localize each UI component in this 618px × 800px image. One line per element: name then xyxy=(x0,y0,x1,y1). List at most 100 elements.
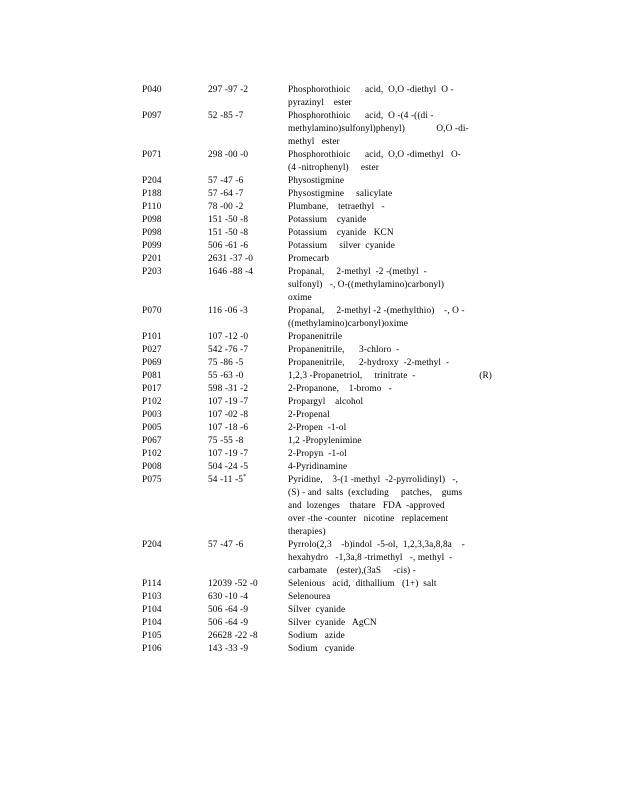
table-row: P040 297 -97 -2 Phosphorothioic acid, O,O … xyxy=(142,84,492,110)
cas-number-value: 542 -76 -7 xyxy=(208,345,249,355)
chemical-name-line: Propanenitrile, 2-hydroxy -2-methyl - xyxy=(288,358,450,368)
table-row: P008 504 -24 -5 4-Pyridinamine xyxy=(142,461,492,474)
waste-code-cell: P105 xyxy=(142,631,162,641)
waste-code-cell: P081 xyxy=(142,371,162,381)
chemical-name-line: ((methylamino)carbonyl)oxime xyxy=(288,319,409,329)
chemical-name-cell: 2-Propenal xyxy=(288,409,492,422)
waste-code-cell: P203 xyxy=(142,267,162,277)
waste-code-cell: P008 xyxy=(142,462,162,472)
table-row: P017 598 -31 -2 2-Propanone, 1-bromo - xyxy=(142,383,492,396)
table-row: P204 57 -47 -6 Pyrrolo(2,3 -b)indol -5-ol,… xyxy=(142,539,492,578)
cas-number-value: 151 -50 -8 xyxy=(208,215,249,225)
table-row: P098 151 -50 -8 Potassium cyanide KCN xyxy=(142,227,492,240)
chemical-name-line: Phosphorothioic acid, O,O -dimethyl O- xyxy=(288,150,461,160)
table-row: P110 78 -00 -2 Plumbane, tetraethyl - xyxy=(142,201,492,214)
waste-code-cell: P071 xyxy=(142,150,162,160)
chemical-name-line: Silver cyanide AgCN xyxy=(288,618,377,628)
chemical-name-line: Potassium silver cyanide xyxy=(288,241,395,251)
chemical-name-cell: Sodium azide xyxy=(288,630,492,643)
chemical-name-line: 2-Propenal xyxy=(288,410,330,420)
cas-number-cell: 506 -61 -6 xyxy=(208,240,288,253)
waste-code-cell: P102 xyxy=(142,449,162,459)
waste-code-cell: P069 xyxy=(142,358,162,368)
waste-code-cell: P204 xyxy=(142,176,162,186)
waste-code-cell: P201 xyxy=(142,254,162,264)
chemical-name-line: methyl ester xyxy=(288,137,340,147)
table-row: P005 107 -18 -6 2-Propen -1-ol xyxy=(142,422,492,435)
cas-number-cell: 107 -12 -0 xyxy=(208,331,288,344)
chemical-name-line: 2-Propyn -1-ol xyxy=(288,449,347,459)
chemical-name-cell: Phosphorothioic acid, O,O -diethyl O - py… xyxy=(288,84,492,110)
table-row: P067 75 -55 -8 1,2 -Propylenimine xyxy=(142,435,492,448)
chemical-name-line: Potassium cyanide xyxy=(288,215,367,225)
table-row: P081 55 -63 -0 1,2,3 -Propanetriol, trinit… xyxy=(142,370,492,383)
cas-number-cell: 75 -55 -8 xyxy=(208,435,288,448)
chemical-name-cell: Propanenitrile, 3-chloro - xyxy=(288,344,492,357)
chemical-name-line: Propanal, 2-methyl -2 -(methylthio) -, O… xyxy=(288,306,465,316)
table-row: P097 52 -85 -7 Phosphorothioic acid, O -(4… xyxy=(142,110,492,149)
cas-number-cell: 57 -47 -6 xyxy=(208,175,288,188)
chemical-name-line: pyrazinyl ester xyxy=(288,98,352,108)
cas-number-cell: 52 -85 -7 xyxy=(208,110,288,123)
cas-number-value: 57 -47 -6 xyxy=(208,176,244,186)
chemical-name-line: Propanal, 2-methyl -2 -(methyl - xyxy=(288,267,427,277)
cas-number-cell: 57 -47 -6 xyxy=(208,539,288,552)
cas-number-cell: 12039 -52 -0 xyxy=(208,578,288,591)
chemical-name-line: therapies) xyxy=(288,527,326,537)
cas-number-cell: 54 -11 -5* xyxy=(208,473,288,487)
waste-code-cell: P204 xyxy=(142,540,162,550)
chemical-name-cell: Propargyl alcohol xyxy=(288,396,492,409)
cas-number-value: 151 -50 -8 xyxy=(208,228,249,238)
cas-number-value: 12039 -52 -0 xyxy=(208,579,258,589)
chemical-name-line: Pyridine, 3-(1 -methyl -2-pyrrolidinyl) … xyxy=(288,475,459,485)
cas-number-value: 506 -64 -9 xyxy=(208,618,249,628)
chemical-name-line: (S) - and salts (excluding patches, gums xyxy=(288,488,463,498)
waste-code-cell: P103 xyxy=(142,592,162,602)
cas-number-value: 54 -11 -5 xyxy=(208,475,244,485)
cas-number-cell: 107 -19 -7 xyxy=(208,396,288,409)
cas-number-value: 26628 -22 -8 xyxy=(208,631,258,641)
table-row: P069 75 -86 -5 Propanenitrile, 2-hydroxy -… xyxy=(142,357,492,370)
cas-number-value: 297 -97 -2 xyxy=(208,85,249,95)
chemical-name-cell: 4-Pyridinamine xyxy=(288,461,492,474)
chemical-name-line: oxime xyxy=(288,293,312,303)
table-row: P188 57 -64 -7 Physostigmine salicylate xyxy=(142,188,492,201)
waste-code-cell: P104 xyxy=(142,605,162,615)
waste-code-cell: P101 xyxy=(142,332,162,342)
cas-number-cell: 506 -64 -9 xyxy=(208,604,288,617)
cas-number-cell: 1646 -88 -4 xyxy=(208,266,288,279)
chemical-name-cell: Propanal, 2-methyl -2 -(methyl - sulfonyl… xyxy=(288,266,492,305)
cas-number-value: 75 -86 -5 xyxy=(208,358,244,368)
chemical-name-line: Silver cyanide xyxy=(288,605,346,615)
chemical-name-cell: Physostigmine salicylate xyxy=(288,188,492,201)
cas-number-value: 2631 -37 -0 xyxy=(208,254,254,264)
cas-number-value: 143 -33 -9 xyxy=(208,644,249,654)
waste-code-cell: P070 xyxy=(142,306,162,316)
chemical-name-cell: Sodium cyanide xyxy=(288,643,492,656)
chemical-name-cell: Selenious acid, dithallium (1+) salt xyxy=(288,578,492,591)
cas-number-value: 298 -00 -0 xyxy=(208,150,249,160)
hazard-characteristic-marker: (R) xyxy=(479,371,492,381)
chemical-name-cell: Potassium silver cyanide xyxy=(288,240,492,253)
waste-code-cell: P075 xyxy=(142,475,162,485)
table-row: P075 54 -11 -5* Pyridine, 3-(1 -methyl -2-… xyxy=(142,473,492,539)
table-row: P104 506 -64 -9 Silver cyanide AgCN xyxy=(142,617,492,630)
chemical-name-line: over -the -counter nicotine replacement xyxy=(288,514,449,524)
chemical-name-cell: 2-Propyn -1-ol xyxy=(288,448,492,461)
table-row: P101 107 -12 -0 Propanenitrile xyxy=(142,331,492,344)
chemical-name-cell: Pyridine, 3-(1 -methyl -2-pyrrolidinyl) … xyxy=(288,474,492,539)
waste-code-cell: P067 xyxy=(142,436,162,446)
chemical-name-line: Phosphorothioic acid, O,O -diethyl O - xyxy=(288,85,454,95)
waste-code-cell: P098 xyxy=(142,215,162,225)
waste-code-cell: P110 xyxy=(142,202,162,212)
cas-number-cell: 107 -19 -7 xyxy=(208,448,288,461)
cas-number-cell: 542 -76 -7 xyxy=(208,344,288,357)
cas-number-value: 506 -64 -9 xyxy=(208,605,249,615)
chemical-name-line: Promecarb xyxy=(288,254,330,264)
table-row: P201 2631 -37 -0 Promecarb xyxy=(142,253,492,266)
table-row: P102 107 -19 -7 2-Propyn -1-ol xyxy=(142,448,492,461)
cas-number-value: 107 -19 -7 xyxy=(208,397,249,407)
chemical-name-line: Physostigmine salicylate xyxy=(288,189,393,199)
chemical-name-line: Plumbane, tetraethyl - xyxy=(288,202,385,212)
cas-number-cell: 107 -18 -6 xyxy=(208,422,288,435)
